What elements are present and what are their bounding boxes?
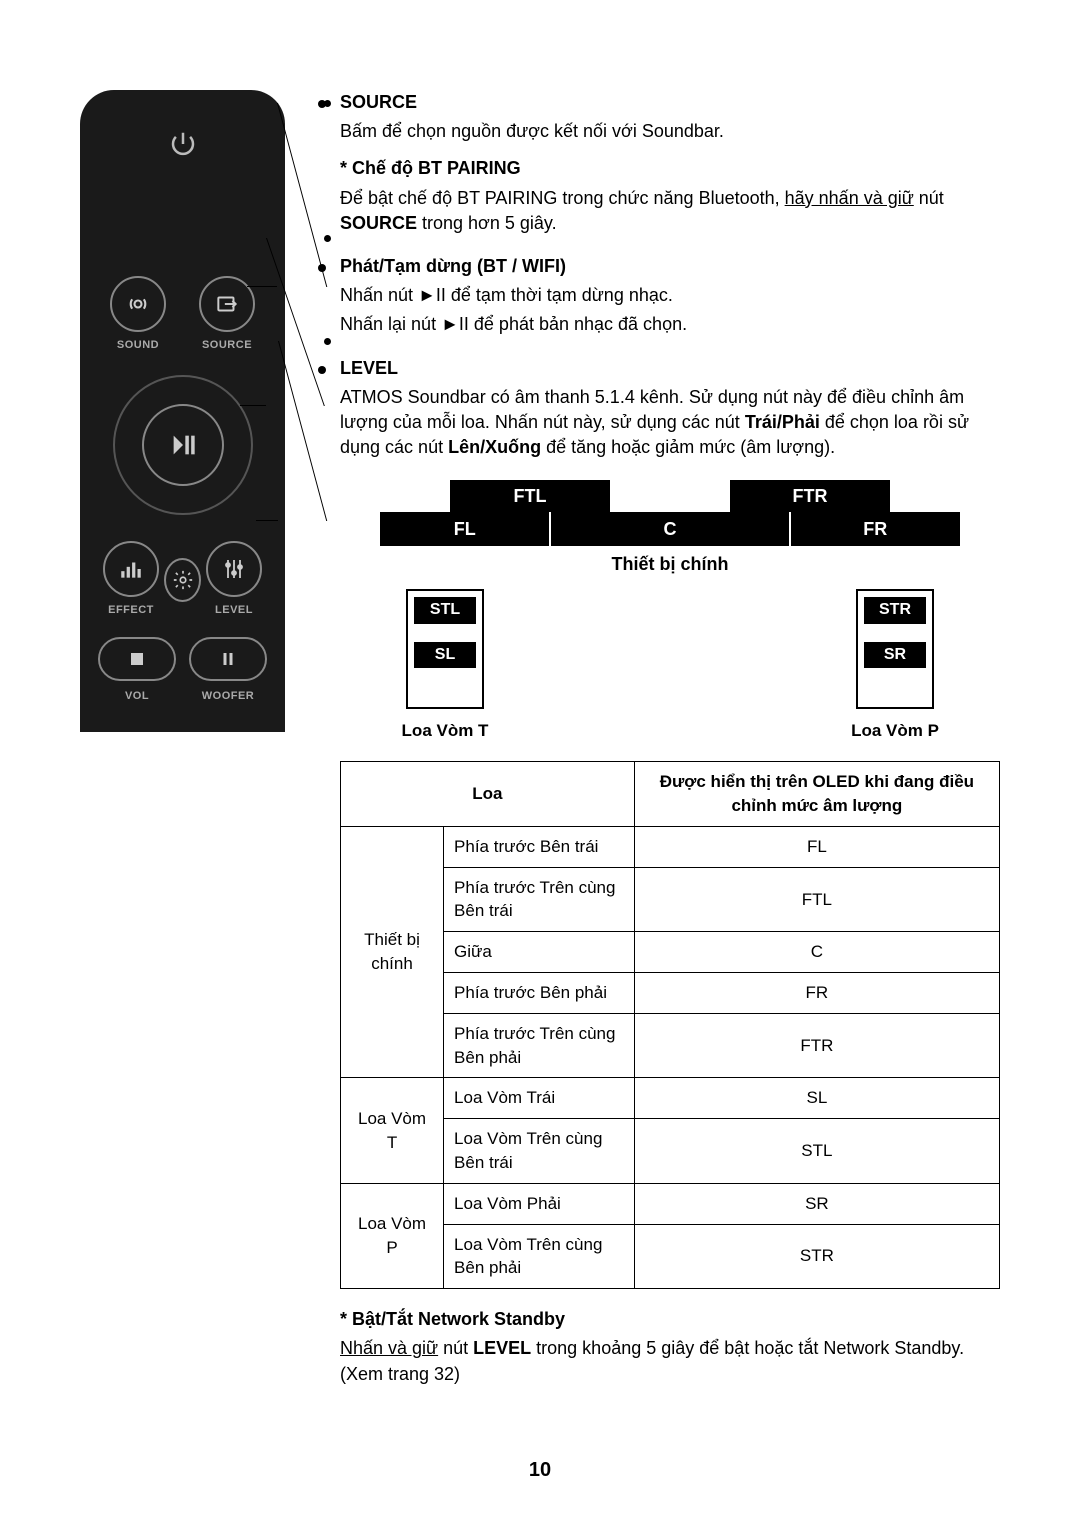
play-pause-icon: ►II [441,314,469,334]
standby-section: * Bật/Tắt Network Standby Nhấn và giữ nú… [340,1307,1000,1387]
row-d: Phía trước Trên cùng Bên phải [444,1013,635,1078]
woofer-pill-icon [189,637,267,681]
row-c: FTL [634,867,999,932]
diag-c: C [549,512,790,546]
play-line1: Nhấn nút ►II để tạm thời tạm dừng nhạc. [340,283,1000,308]
row-c: SL [634,1078,999,1119]
surround-right: STR SR Loa Vòm P [830,589,960,743]
play-l1a: Nhấn nút [340,285,418,305]
source-title: SOURCE [340,90,1000,115]
diag-main-label: Thiết bị chính [340,546,1000,589]
level-bold1: Trái/Phải [745,412,820,432]
level-b3: để tăng hoặc giảm mức (âm lượng). [541,437,835,457]
level-body: ATMOS Soundbar có âm thanh 5.1.4 kênh. S… [340,385,1000,461]
row-c: SR [634,1183,999,1224]
diag-right-caption: Loa Vòm P [851,719,939,743]
row-d: Loa Vòm Phải [444,1183,635,1224]
source-body: Bấm để chọn nguồn được kết nối với Sound… [340,119,1000,144]
group-right: Loa Vòm P [341,1183,444,1288]
diag-sr: SR [864,642,926,668]
speaker-diagram: FTL FTR FL C FR Thiết bị chính STL SL [340,480,1000,743]
diag-left-caption: Loa Vòm T [402,719,489,743]
bt-pairing-title: * Chế độ BT PAIRING [340,156,1000,181]
sound-label: SOUND [98,338,178,353]
leader-seg-play-h [240,405,266,406]
center-settings-icon [164,558,201,602]
play-title: Phát/Tạm dừng (BT / WIFI) [340,254,1000,279]
row-c: FR [634,973,999,1014]
vol-pill-icon [98,637,176,681]
row-d: Loa Vòm Trên cùng Bên trái [444,1119,635,1184]
play-l1b: để tạm thời tạm dừng nhạc. [446,285,673,305]
row-d: Phía trước Trên cùng Bên trái [444,867,635,932]
standby-body: Nhấn và giữ nút LEVEL trong khoảng 5 giâ… [340,1336,1000,1386]
th-loa: Loa [341,762,635,827]
vol-label: VOL [98,689,176,704]
row-d: Phía trước Bên phải [444,973,635,1014]
level-bold2: Lên/Xuống [448,437,541,457]
group-left: Loa Vòm T [341,1078,444,1183]
power-icon [161,122,205,166]
row-c: C [634,932,999,973]
standby-underline: Nhấn và giữ [340,1338,438,1358]
play-l2a: Nhấn lại nút [340,314,441,334]
play-l2b: để phát bản nhạc đã chọn. [469,314,687,334]
page-number: 10 [0,1456,1080,1484]
source-button-icon [199,276,255,332]
standby-title: * Bật/Tắt Network Standby [340,1307,1000,1332]
th-oled: Được hiển thị trên OLED khi đang điều ch… [634,762,999,827]
play-line2: Nhấn lại nút ►II để phát bản nhạc đã chọ… [340,312,1000,337]
speaker-table: Loa Được hiển thị trên OLED khi đang điề… [340,761,1000,1289]
surround-left: STL SL Loa Vòm T [380,589,510,743]
effect-label: EFFECT [98,603,164,618]
bt-body-1: Để bật chế độ BT PAIRING trong chức năng… [340,188,785,208]
diag-fr: FR [791,512,960,546]
play-title-bold: Phát/Tạm dừng [340,256,472,276]
standby-bold: LEVEL [473,1338,531,1358]
woofer-label: WOOFER [189,689,267,704]
diag-ftr: FTR [730,480,890,512]
diag-fl: FL [380,512,549,546]
diag-str: STR [864,597,926,623]
source-label: SOURCE [187,338,267,353]
bt-pairing-body: Để bật chế độ BT PAIRING trong chức năng… [340,186,1000,236]
remote-illustration: SOUND SOURCE EFFE [80,90,285,732]
bt-underline: hãy nhấn và giữ [785,188,914,208]
row-d: Giữa [444,932,635,973]
standby-b1: nút [438,1338,473,1358]
play-title-rest: (BT / WIFI) [472,256,566,276]
row-c: FL [634,826,999,867]
row-c: STL [634,1119,999,1184]
diag-stl: STL [414,597,476,623]
bt-body-3: trong hơn 5 giây. [417,213,557,233]
source-section: SOURCE Bấm để chọn nguồn được kết nối vớ… [340,90,1000,236]
level-button-icon [206,541,262,597]
diag-ftl: FTL [450,480,610,512]
group-main: Thiết bị chính [341,826,444,1078]
row-d: Loa Vòm Trên cùng Bên phải [444,1224,635,1289]
row-c: STR [634,1224,999,1289]
effect-button-icon [103,541,159,597]
play-pause-button-icon [142,404,224,486]
diag-sl: SL [414,642,476,668]
leader-dot-play [324,235,331,242]
leader-seg-source-h [247,286,277,287]
leader-seg-level-h [256,520,278,521]
sound-button-icon [110,276,166,332]
bt-bold: SOURCE [340,213,417,233]
bt-body-2: nút [914,188,944,208]
play-pause-icon: ►II [418,285,446,305]
level-label: LEVEL [201,603,267,618]
level-section: LEVEL ATMOS Soundbar có âm thanh 5.1.4 k… [340,356,1000,1387]
row-d: Loa Vòm Trái [444,1078,635,1119]
row-d: Phía trước Bên trái [444,826,635,867]
row-c: FTR [634,1013,999,1078]
play-ring [113,375,253,515]
level-title: LEVEL [340,356,1000,381]
leader-dot-level [324,338,331,345]
play-section: Phát/Tạm dừng (BT / WIFI) Nhấn nút ►II đ… [340,254,1000,338]
